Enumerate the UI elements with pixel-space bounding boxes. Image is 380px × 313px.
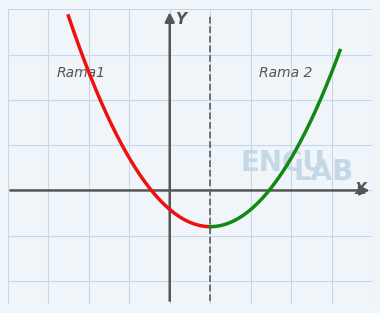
- Text: Y: Y: [174, 12, 185, 27]
- Text: Rama 2: Rama 2: [259, 66, 312, 80]
- Text: LAB: LAB: [294, 158, 354, 186]
- Text: ENCU: ENCU: [241, 149, 326, 177]
- Text: X: X: [355, 182, 366, 197]
- Text: Rama1: Rama1: [56, 66, 105, 80]
